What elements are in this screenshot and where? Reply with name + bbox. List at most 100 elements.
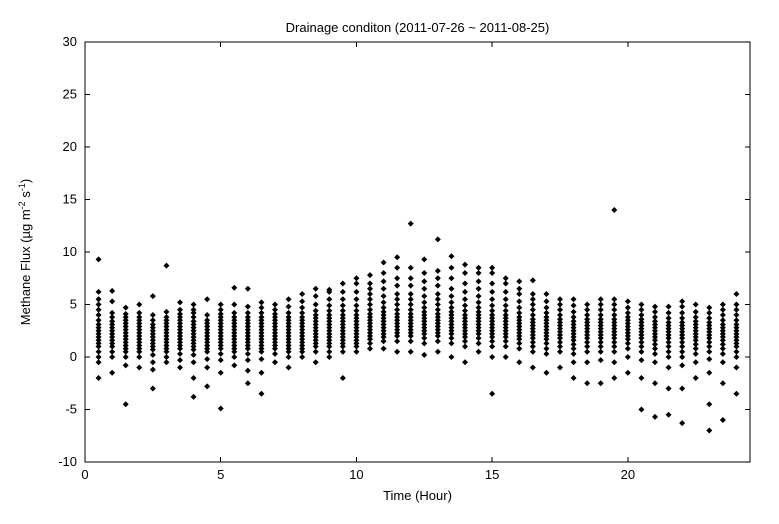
data-point [720,302,726,308]
data-point [503,308,509,314]
data-point [598,357,604,363]
data-point [706,401,712,407]
data-point [733,365,739,371]
data-point [96,289,102,295]
data-point [218,307,224,313]
data-point [516,305,522,311]
data-point [557,302,563,308]
data-point [706,310,712,316]
data-point [231,310,237,316]
data-point [530,277,536,283]
data-point [245,286,251,292]
data-point [489,308,495,314]
data-point [571,375,577,381]
data-point [720,312,726,318]
data-point [231,302,237,308]
data-point [679,304,685,310]
data-point [720,307,726,313]
data-point [611,312,617,318]
data-point [476,270,482,276]
data-point [299,291,305,297]
data-point [448,253,454,259]
data-point [150,312,156,318]
data-point [652,309,658,315]
data-point [625,354,631,360]
data-point [679,310,685,316]
data-point [733,302,739,308]
data-point [625,298,631,304]
data-point [218,351,224,357]
data-point [381,305,387,311]
data-point [448,293,454,299]
data-point [258,391,264,397]
data-point [394,296,400,302]
data-point [381,270,387,276]
data-point [611,307,617,313]
data-point [150,352,156,358]
x-tick-label: 0 [81,467,88,482]
data-point [96,312,102,318]
data-point [109,298,115,304]
data-point [543,370,549,376]
data-point [489,344,495,350]
data-point [177,299,183,305]
data-point [408,338,414,344]
data-point [191,307,197,313]
data-point [299,298,305,304]
data-point [381,278,387,284]
data-point [557,307,563,313]
data-point [733,312,739,318]
data-point [394,283,400,289]
data-point [272,302,278,308]
data-point [408,291,414,297]
data-point [408,302,414,308]
data-point [245,310,251,316]
data-point [150,317,156,323]
data-point [245,357,251,363]
data-point [381,260,387,266]
data-point [733,317,739,323]
data-point [231,362,237,368]
data-point [408,283,414,289]
x-tick-label: 15 [485,467,499,482]
data-point [571,359,577,365]
data-point [666,304,672,310]
y-tick-label: 30 [63,34,77,49]
data-point [693,309,699,315]
data-point [109,354,115,360]
data-point [435,283,441,289]
data-point [679,420,685,426]
data-point [286,304,292,310]
data-point [421,340,427,346]
y-tick-label: -10 [58,454,77,469]
data-point [394,349,400,355]
data-point [177,307,183,313]
data-point [666,315,672,321]
data-point [258,356,264,362]
data-point [245,304,251,310]
data-point [313,286,319,292]
data-point [462,281,468,287]
data-point [435,302,441,308]
data-point [353,308,359,314]
data-point [326,349,332,355]
data-point [652,380,658,386]
data-point [286,296,292,302]
data-point [326,308,332,314]
data-point [652,414,658,420]
data-point [421,352,427,358]
data-point [516,291,522,297]
data-point [638,407,644,413]
data-point [340,289,346,295]
data-point [543,351,549,357]
data-point [611,375,617,381]
data-point [150,367,156,373]
data-point [408,349,414,355]
data-point [584,307,590,313]
data-point [163,359,169,365]
chart-title: Drainage conditon (2011-07-26 ~ 2011-08-… [286,20,550,35]
data-point [476,265,482,271]
data-point [435,349,441,355]
data-point [611,359,617,365]
data-point [611,302,617,308]
